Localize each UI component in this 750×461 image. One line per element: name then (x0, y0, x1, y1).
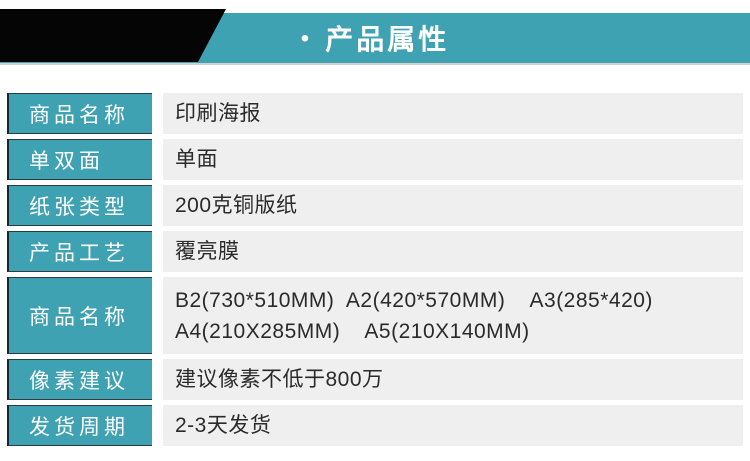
attribute-value: 2-3天发货 (163, 405, 743, 446)
header-title-row: • 产品属性 (0, 13, 750, 63)
attribute-row: 产品工艺 覆亮膜 (7, 231, 743, 272)
attribute-value: 200克铜版纸 (163, 185, 743, 226)
attribute-label: 产品工艺 (7, 231, 152, 272)
attribute-row: 商品名称 B2(730*510MM) A2(420*570MM) A3(285*… (7, 277, 743, 354)
attribute-row: 纸张类型 200克铜版纸 (7, 185, 743, 226)
attributes-table: 商品名称 印刷海报 单双面 单面 纸张类型 200克铜版纸 产品工艺 覆亮膜 商… (7, 93, 743, 451)
attribute-label: 单双面 (7, 139, 152, 180)
attribute-value: 印刷海报 (163, 93, 743, 134)
attribute-value: 单面 (163, 139, 743, 180)
attribute-label: 商品名称 (7, 277, 152, 354)
section-title: 产品属性 (325, 24, 450, 55)
attribute-label: 像素建议 (7, 359, 152, 400)
attribute-row: 像素建议 建议像素不低于800万 (7, 359, 743, 400)
attribute-value: 覆亮膜 (163, 231, 743, 272)
bullet-icon: • (300, 25, 310, 52)
attribute-label: 纸张类型 (7, 185, 152, 226)
attribute-row: 商品名称 印刷海报 (7, 93, 743, 134)
attribute-value: B2(730*510MM) A2(420*570MM) A3(285*420) … (163, 277, 743, 354)
attribute-label: 商品名称 (7, 93, 152, 134)
attribute-value: 建议像素不低于800万 (163, 359, 743, 400)
attribute-row: 发货周期 2-3天发货 (7, 405, 743, 446)
attribute-row: 单双面 单面 (7, 139, 743, 180)
attribute-label: 发货周期 (7, 405, 152, 446)
header-black-ribbon (0, 9, 226, 62)
